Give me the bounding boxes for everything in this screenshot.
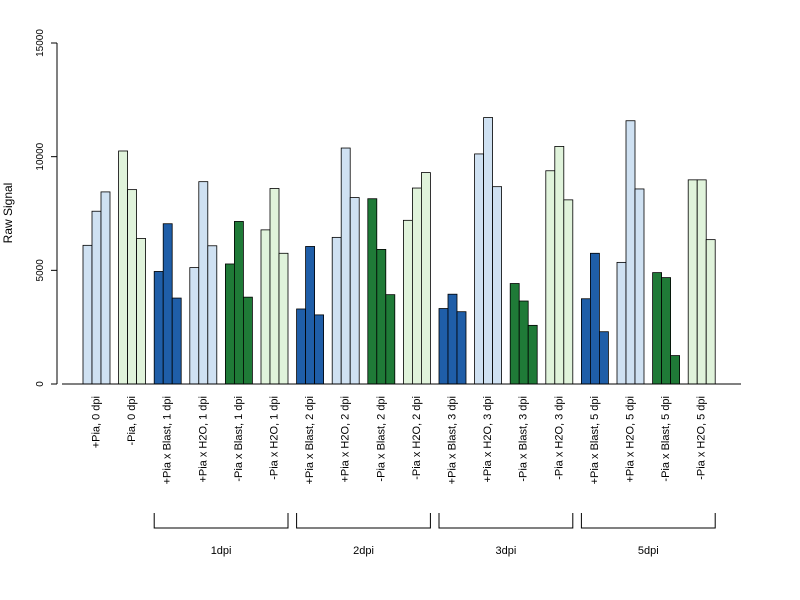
bar [127,189,137,385]
bar [652,272,662,385]
group-brackets: 1dpi 2dpi 3dpi 5dpi [153,513,716,557]
bar [687,179,698,385]
x-tick-label: +Pia x Blast, 3 dpi [447,396,459,484]
group-label: 3dpi [496,545,517,557]
x-tick-label: -Pia x H2O, 3 dpi [553,396,565,480]
bar [224,263,235,385]
bar [411,187,422,385]
bar [189,267,200,385]
bar [554,146,565,385]
x-tick-label: -Pia x Blast, 2 dpi [375,396,387,482]
group-label: 1dpi [211,545,232,557]
x-tick-label: -Pia x Blast, 5 dpi [660,396,672,482]
bar [661,277,671,385]
bar [456,311,467,385]
x-tick-label: -Pia, 0 dpi [126,396,138,446]
bar [207,245,218,385]
y-tick-label: 5000 [35,259,46,282]
bar [599,331,609,385]
bar [670,355,680,385]
y-tick-label: 15000 [35,29,46,57]
y-tick-label: 0 [35,381,46,387]
x-tick-labels: +Pia, 0 dpi -Pia, 0 dpi +Pia x Blast, 1 dp… [91,396,708,484]
bar [100,191,111,385]
bar [136,238,147,385]
bar [563,199,574,385]
bar [402,219,413,385]
bar [625,120,636,385]
bar [376,249,387,385]
x-tick-label: -Pia x H2O, 5 dpi [696,396,708,480]
bar [171,297,182,385]
x-tick-label: +Pia x H2O, 2 dpi [340,396,352,483]
x-tick-label: +Pia x Blast, 5 dpi [589,396,601,484]
group-bracket [438,513,574,529]
bar [527,324,538,385]
bar [367,198,378,385]
bar [153,271,164,385]
bar [581,298,591,385]
bar [492,186,503,385]
bars [82,117,716,385]
bar [305,246,316,385]
x-tick-label: +Pia x H2O, 5 dpi [625,396,637,483]
bar [331,236,342,385]
bar [340,147,351,385]
bar [705,239,716,385]
bar [509,283,520,385]
group-label: 5dpi [638,545,659,557]
bar [91,210,102,385]
bar [349,197,360,385]
x-tick-label: +Pia, 0 dpi [91,396,103,448]
x-tick-label: -Pia x H2O, 1 dpi [269,396,281,480]
bar [518,300,529,385]
group-bracket [296,513,431,529]
bar [696,179,707,385]
y-tick-label: 10000 [35,142,46,170]
bar [296,308,307,385]
bar [198,181,209,385]
bar [447,293,458,385]
bar [545,170,556,385]
bar [634,188,645,385]
y-axis-label: Raw Signal [1,183,15,244]
bar [162,223,173,385]
bar [269,188,280,385]
bar [483,117,494,385]
bar [616,261,627,385]
group-label: 2dpi [353,545,374,557]
x-tick-label: -Pia x H2O, 2 dpi [411,396,423,480]
x-tick-label: +Pia x H2O, 1 dpi [197,396,209,483]
bar [590,252,600,385]
bar [438,308,449,385]
x-tick-label: +Pia x H2O, 3 dpi [482,396,494,483]
bar [118,150,128,385]
x-tick-label: -Pia x Blast, 1 dpi [233,396,245,482]
y-axis: 0 5000 10000 15000 [35,29,58,387]
bar [278,252,289,385]
bar [385,294,396,385]
bar [233,221,244,385]
x-tick-label: +Pia x Blast, 2 dpi [304,396,316,484]
x-tick-label: -Pia x Blast, 3 dpi [518,396,530,482]
x-tick-label: +Pia x Blast, 1 dpi [162,396,174,484]
bar [82,244,93,385]
bar [420,172,431,385]
bar [242,296,253,385]
group-bracket [580,513,716,529]
bar [260,229,271,385]
group-bracket [153,513,289,529]
bar [474,153,485,385]
bar [314,314,325,385]
